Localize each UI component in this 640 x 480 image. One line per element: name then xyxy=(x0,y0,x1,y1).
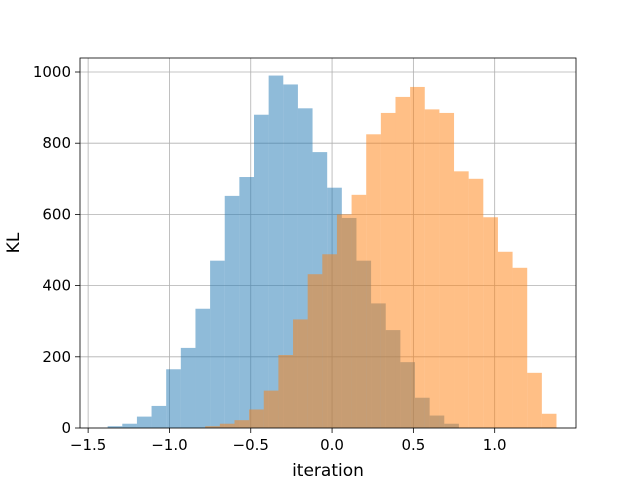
x-tick-label: 1.0 xyxy=(483,436,507,454)
histogram-bar-series-2 xyxy=(322,254,337,428)
histogram-bars xyxy=(107,75,557,429)
y-tick-label: 200 xyxy=(42,348,71,366)
histogram-bar-series-2 xyxy=(454,171,469,428)
y-tick-label: 400 xyxy=(42,277,71,295)
histogram-bar-series-2 xyxy=(263,390,279,428)
histogram-bar-series-1 xyxy=(122,423,137,428)
histogram-bar-series-2 xyxy=(483,217,498,428)
histogram-bar-series-2 xyxy=(219,423,235,428)
histogram-bar-series-2 xyxy=(468,178,484,428)
axis-ticks: −1.5 −1.0 −0.5 0.0 0.5 1.0 0 200 400 600 800 1000 xyxy=(33,63,507,454)
histogram-bar-series-1 xyxy=(254,114,269,428)
histogram-bar-series-2 xyxy=(205,426,220,428)
plot-frame xyxy=(79,57,577,429)
histogram-bar-series-1 xyxy=(195,308,211,428)
histogram-bar-series-1 xyxy=(268,75,284,428)
x-tick-label: −1.5 xyxy=(70,436,106,454)
histogram-bar-series-2 xyxy=(351,194,367,428)
x-tick-label: −1.0 xyxy=(151,436,187,454)
y-tick-label: 0 xyxy=(61,419,71,437)
histogram-bar-series-2 xyxy=(249,409,264,428)
histogram-bar-series-2 xyxy=(293,319,308,428)
histogram-bar-series-2 xyxy=(336,214,352,428)
histogram-bar-series-2 xyxy=(497,251,513,428)
histogram-bar-series-2 xyxy=(527,372,542,428)
histogram-bar-series-2 xyxy=(512,267,528,428)
histogram-bar-series-2 xyxy=(366,134,381,429)
y-tick-label: 800 xyxy=(42,134,71,152)
y-tick-label: 600 xyxy=(42,205,71,223)
x-tick-label: 0.5 xyxy=(401,436,425,454)
histogram-bar-series-2 xyxy=(380,112,396,428)
x-tick-label: 0.0 xyxy=(320,436,344,454)
x-axis-label: iteration xyxy=(292,461,364,480)
histogram-bar-series-2 xyxy=(439,112,455,428)
histogram-bar-series-2 xyxy=(424,109,440,428)
histogram-bar-series-2 xyxy=(278,355,294,428)
histogram-bar-series-1 xyxy=(151,405,167,428)
y-tick-label: 1000 xyxy=(33,63,71,81)
histogram-bar-series-2 xyxy=(395,96,411,429)
histogram-bar-series-1 xyxy=(239,177,255,428)
histogram-bar-series-2 xyxy=(541,413,557,428)
x-tick-label: −0.5 xyxy=(233,436,269,454)
histogram-bar-series-1 xyxy=(107,426,123,428)
histogram-bar-series-2 xyxy=(234,420,250,428)
y-axis-label: KL xyxy=(4,232,24,253)
histogram-bar-series-1 xyxy=(166,369,181,428)
histogram-bar-series-2 xyxy=(410,86,425,429)
histogram-bar-series-1 xyxy=(210,260,225,428)
histogram-bar-series-2 xyxy=(307,274,323,428)
histogram-bar-series-1 xyxy=(180,347,196,428)
histogram-bar-series-1 xyxy=(136,416,152,428)
histogram-bar-series-1 xyxy=(224,195,240,428)
